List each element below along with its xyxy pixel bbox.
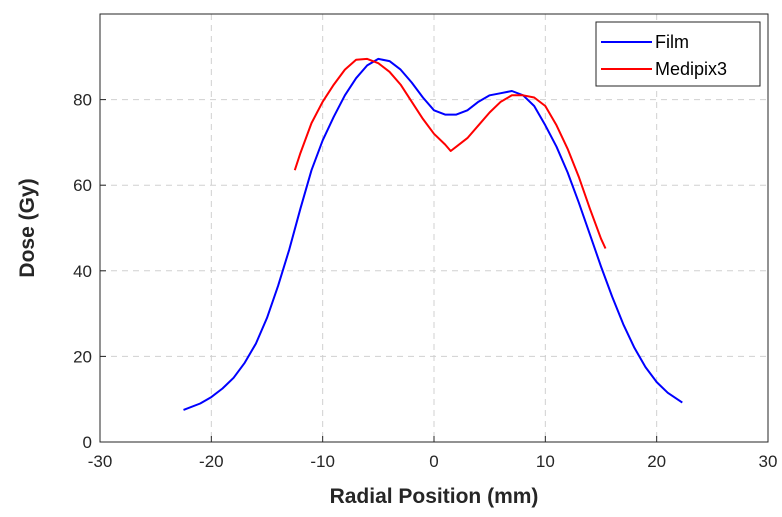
x-axis-label: Radial Position (mm) bbox=[330, 485, 539, 508]
series-layer bbox=[183, 57, 683, 411]
grid bbox=[100, 14, 768, 442]
y-tick-label: 20 bbox=[73, 347, 92, 366]
x-tick-label: 10 bbox=[536, 452, 555, 471]
x-tick-label: -30 bbox=[88, 452, 113, 471]
legend: Film Medipix3 bbox=[595, 21, 761, 87]
y-tick-label: 80 bbox=[73, 91, 92, 110]
ticks: -30 -20 -10 0 10 20 30 0 20 40 60 80 bbox=[73, 91, 777, 471]
y-axis-label: Dose (Gy) bbox=[16, 178, 39, 277]
y-tick-label: 60 bbox=[73, 176, 92, 195]
x-tick-label: 30 bbox=[759, 452, 778, 471]
y-tick-label: 0 bbox=[83, 433, 92, 452]
y-tick-label: 40 bbox=[73, 262, 92, 281]
x-tick-label: -10 bbox=[310, 452, 335, 471]
x-tick-label: 20 bbox=[647, 452, 666, 471]
legend-label-film: Film bbox=[655, 32, 689, 52]
legend-label-medipix3: Medipix3 bbox=[655, 59, 727, 79]
x-tick-label: 0 bbox=[429, 452, 438, 471]
series-line-medipix3 bbox=[293, 57, 607, 249]
x-tick-label: -20 bbox=[199, 452, 224, 471]
series-line-film bbox=[183, 57, 683, 411]
legend-box bbox=[595, 21, 761, 87]
